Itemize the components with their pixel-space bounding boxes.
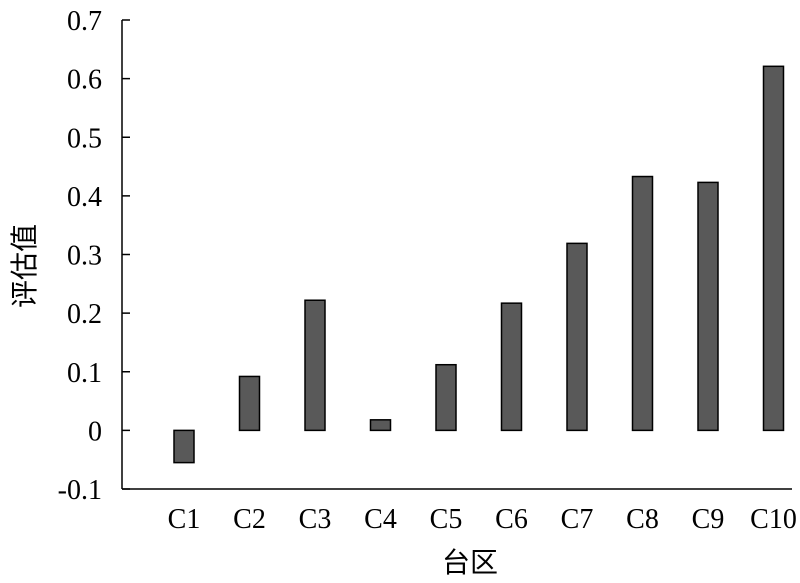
x-tick-label: C6 (495, 504, 528, 535)
x-tick-label: C9 (692, 504, 725, 535)
x-tick-label: C3 (299, 504, 332, 535)
bar-c5 (435, 363, 457, 432)
x-tick-label: C2 (233, 504, 266, 535)
x-tick-label: C7 (561, 504, 594, 535)
bar-c8 (631, 175, 654, 432)
bar-c4 (369, 419, 392, 432)
bars (173, 65, 785, 464)
y-tick-label: 0.1 (67, 358, 102, 389)
y-tick-label: 0.2 (67, 299, 102, 330)
bar-c2 (238, 375, 261, 432)
x-axis-tick-labels: C1 C2 C3 C4 C5 C6 C7 C8 C9 C10 (168, 504, 797, 535)
x-tick-label: C5 (430, 504, 463, 535)
y-tick-label: -0.1 (58, 475, 102, 506)
y-tick-label: 0.4 (67, 182, 102, 213)
bar-c6 (500, 302, 523, 432)
y-tick-label: 0.7 (67, 6, 102, 37)
bar-c1 (173, 429, 195, 464)
bar-c10 (762, 65, 785, 432)
x-tick-label: C4 (364, 504, 397, 535)
x-tick-label: C1 (168, 504, 201, 535)
y-axis-ticks: -0.1 0 0.1 0.2 0.3 0.4 0.5 0.6 0.7 (58, 6, 130, 506)
bar-c7 (566, 242, 588, 432)
bar-c9 (697, 181, 719, 432)
y-axis-label: 评估值 (8, 224, 41, 308)
x-axis-label: 台区 (442, 546, 498, 579)
y-tick-label: 0.5 (67, 123, 102, 154)
y-tick-label: 0.3 (67, 241, 102, 272)
x-tick-label: C8 (626, 504, 659, 535)
bar-c3 (304, 299, 326, 432)
y-tick-label: 0.6 (67, 65, 102, 96)
x-tick-label: C10 (750, 504, 797, 535)
y-tick-label: 0 (88, 416, 102, 447)
